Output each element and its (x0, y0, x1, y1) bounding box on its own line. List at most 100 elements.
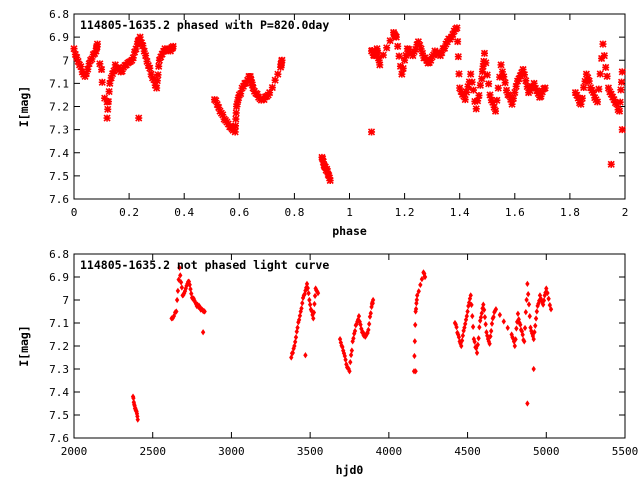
data-point (489, 98, 497, 106)
data-point (600, 52, 608, 60)
x-tick-label: 4500 (454, 445, 481, 458)
data-point (412, 338, 417, 345)
y-tick-label: 6.9 (49, 31, 69, 44)
data-point (107, 74, 115, 82)
data-point (278, 56, 286, 64)
data-point (447, 33, 456, 41)
data-point (104, 105, 112, 113)
data-point (232, 115, 240, 123)
data-point (599, 40, 607, 48)
data-point (150, 76, 158, 84)
data-point (580, 83, 588, 92)
data-point (306, 290, 311, 297)
data-point (607, 90, 615, 98)
data-point (88, 55, 96, 63)
unphased-data-points (130, 264, 554, 423)
data-point (151, 81, 159, 89)
data-point (412, 352, 417, 360)
data-point (479, 310, 484, 317)
data-point (315, 289, 321, 297)
data-point (154, 71, 162, 79)
data-point (233, 100, 241, 108)
data-point (615, 107, 624, 115)
data-point (386, 37, 394, 45)
data-point (498, 68, 506, 76)
data-point (483, 321, 488, 328)
data-point (274, 70, 282, 78)
data-point (522, 338, 527, 345)
data-point (347, 368, 352, 375)
data-point (413, 368, 418, 375)
data-point (607, 160, 615, 168)
x-tick-label: 2 (622, 206, 629, 219)
data-point (573, 91, 581, 99)
data-point (356, 312, 362, 320)
data-point (71, 50, 79, 59)
x-tick-label: 1.2 (395, 206, 415, 219)
data-point (482, 314, 488, 321)
data-point (417, 45, 425, 53)
data-point (482, 59, 490, 67)
data-point (501, 79, 509, 87)
y-tick-label: 7.1 (49, 317, 69, 330)
data-point (266, 89, 274, 97)
x-tick-label: 0.6 (229, 206, 249, 219)
data-point (415, 292, 420, 299)
data-point (595, 85, 603, 93)
data-point (518, 321, 523, 328)
data-point (295, 324, 300, 331)
data-point (300, 300, 305, 307)
phased-y-axis-label: I[mag] (17, 86, 31, 128)
data-point (478, 75, 486, 83)
data-point (589, 88, 597, 97)
data-point (531, 365, 536, 373)
unphased-x-ticks: 2000 2500 3000 3500 4000 4500 5000 5500 (61, 254, 638, 458)
data-point (472, 338, 477, 345)
data-point (231, 128, 239, 136)
phased-plot: 0 0.2 0.4 0.6 0.8 1 1.2 1.4 1.6 1.8 2 6.8 6.9 7 7.1 7.… (17, 8, 628, 238)
data-point (105, 88, 113, 96)
data-point (526, 291, 531, 298)
data-point (413, 321, 418, 329)
data-point (374, 49, 382, 57)
data-point (584, 74, 592, 82)
data-point (534, 308, 540, 315)
data-point (469, 86, 478, 94)
data-point (585, 77, 593, 85)
data-point (311, 309, 317, 316)
data-point (103, 114, 111, 122)
data-point (604, 84, 613, 92)
data-point (577, 100, 585, 108)
data-point (520, 71, 529, 79)
unphased-plot-title: 114805-1635.2 not phased light curve (80, 258, 329, 272)
data-point (617, 86, 625, 94)
y-tick-label: 6.8 (49, 8, 69, 21)
data-point (131, 48, 139, 56)
data-point (367, 320, 372, 328)
data-point (232, 109, 240, 117)
data-point (293, 334, 299, 341)
phased-x-axis-label: phase (332, 224, 367, 238)
data-point (97, 65, 106, 74)
data-point (77, 63, 85, 71)
data-point (491, 313, 496, 321)
data-point (526, 87, 534, 95)
data-point (511, 88, 519, 97)
x-tick-label: 4000 (376, 445, 403, 458)
data-point (366, 326, 371, 334)
data-point (271, 76, 279, 84)
data-point (525, 400, 530, 407)
data-point (533, 322, 538, 329)
data-point (489, 327, 494, 335)
data-point (509, 94, 517, 102)
data-point (142, 52, 150, 60)
data-point (412, 45, 420, 53)
data-point (582, 70, 590, 78)
data-point (541, 84, 549, 92)
data-point (155, 56, 163, 64)
y-tick-label: 7 (62, 54, 69, 67)
data-point (486, 91, 494, 99)
data-point (546, 295, 551, 302)
data-point (602, 63, 610, 71)
